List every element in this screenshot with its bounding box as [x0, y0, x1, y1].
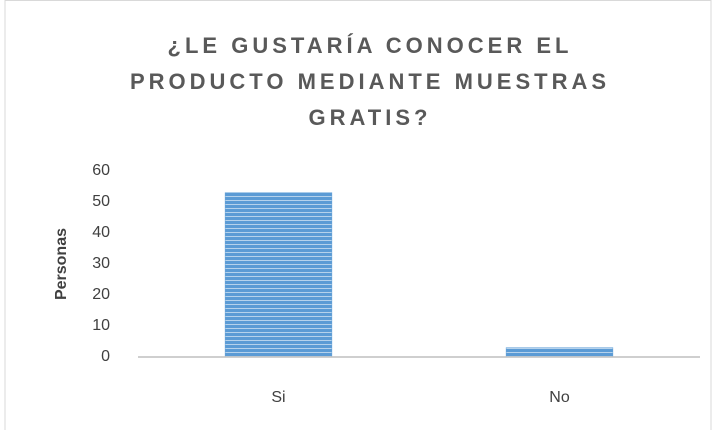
y-tick-label: 20 — [92, 286, 110, 303]
y-tick-label: 30 — [92, 255, 110, 272]
bar — [224, 192, 333, 358]
x-tick-label: Si — [271, 389, 285, 406]
x-tick-label: No — [549, 389, 570, 406]
y-tick-label: 40 — [92, 224, 110, 241]
y-tick-label: 10 — [92, 317, 110, 334]
y-tick-label: 0 — [101, 348, 110, 365]
chart-frame — [4, 0, 712, 430]
y-tick-label: 50 — [92, 193, 110, 210]
bar — [505, 347, 614, 358]
y-tick-label: 60 — [92, 162, 110, 179]
chart-title: ¿LE GUSTARÍA CONOCER EL PRODUCTO MEDIANT… — [129, 33, 611, 130]
y-axis-label: Personas — [53, 228, 70, 300]
